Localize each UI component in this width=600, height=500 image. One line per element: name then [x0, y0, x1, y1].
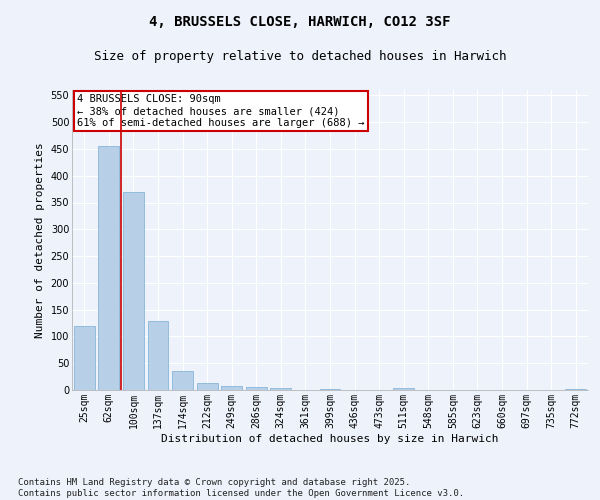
Bar	[148, 322, 169, 390]
Bar	[197, 383, 218, 390]
Bar	[221, 386, 242, 390]
Text: Contains HM Land Registry data © Crown copyright and database right 2025.
Contai: Contains HM Land Registry data © Crown c…	[18, 478, 464, 498]
Bar	[246, 388, 267, 390]
Bar	[271, 388, 292, 390]
Text: 4 BRUSSELS CLOSE: 90sqm
← 38% of detached houses are smaller (424)
61% of semi-d: 4 BRUSSELS CLOSE: 90sqm ← 38% of detache…	[77, 94, 365, 128]
X-axis label: Distribution of detached houses by size in Harwich: Distribution of detached houses by size …	[161, 434, 499, 444]
Text: 4, BRUSSELS CLOSE, HARWICH, CO12 3SF: 4, BRUSSELS CLOSE, HARWICH, CO12 3SF	[149, 15, 451, 29]
Bar	[74, 326, 95, 390]
Bar	[123, 192, 144, 390]
Bar	[565, 389, 586, 390]
Bar	[172, 371, 193, 390]
Bar	[98, 146, 119, 390]
Bar	[393, 388, 414, 390]
Y-axis label: Number of detached properties: Number of detached properties	[35, 142, 45, 338]
Text: Size of property relative to detached houses in Harwich: Size of property relative to detached ho…	[94, 50, 506, 63]
